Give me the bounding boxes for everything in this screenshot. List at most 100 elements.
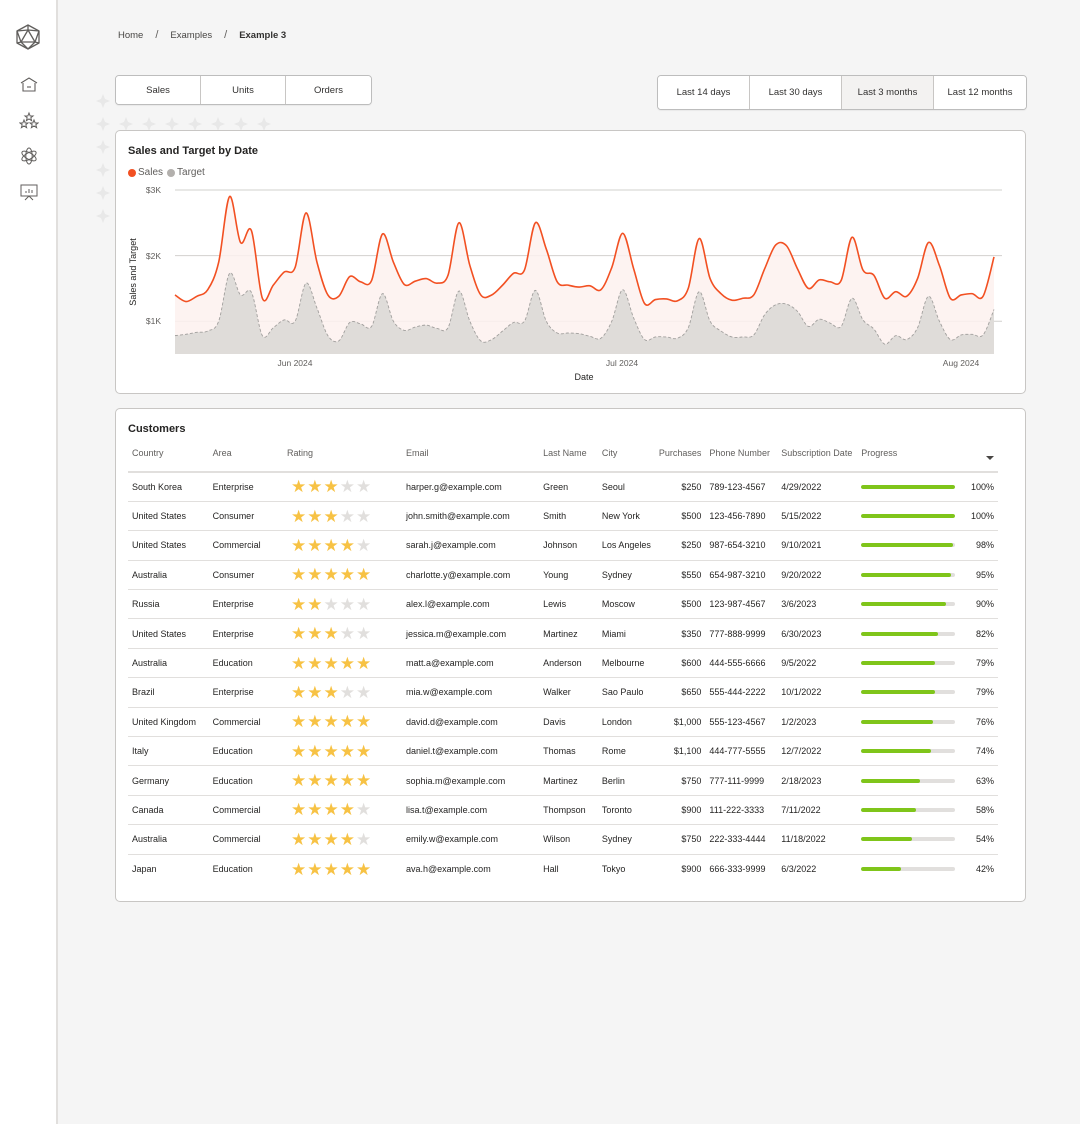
cell-purchases: $750	[654, 824, 706, 855]
legend-item-sales[interactable]: Sales	[128, 167, 163, 178]
column-header-sort[interactable]	[959, 445, 998, 473]
star-empty-icon: ★	[356, 682, 372, 702]
column-header-rating[interactable]: Rating	[283, 445, 403, 473]
cell-rating: ★ ★ ★ ★ ★	[283, 677, 403, 708]
table-row[interactable]: Italy Education ★ ★ ★ ★ ★ daniel.t@example.c…	[128, 736, 998, 767]
icosahedron-logo-icon[interactable]	[16, 24, 40, 50]
progress-fill	[861, 690, 936, 695]
table-row[interactable]: South Korea Enterprise ★ ★ ★ ★ ★ harper.g@ex…	[128, 472, 998, 502]
column-header-last-name[interactable]: Last Name	[539, 445, 598, 473]
star-filled-icon: ★	[356, 741, 372, 761]
column-header-subscription-date[interactable]: Subscription Date	[777, 445, 858, 473]
cell-rating: ★ ★ ★ ★ ★	[283, 736, 403, 767]
column-header-area[interactable]: Area	[208, 445, 283, 473]
column-header-purchases[interactable]: Purchases	[654, 445, 706, 473]
column-header-email[interactable]: Email	[402, 445, 540, 473]
cell-last-name: Lewis	[539, 589, 598, 620]
cell-area: Education	[208, 648, 283, 679]
star-rating: ★ ★ ★ ★ ★	[287, 655, 371, 672]
cell-progress-bar	[857, 795, 960, 826]
cell-country: Germany	[128, 765, 209, 796]
cell-city: Melbourne	[597, 648, 655, 679]
cell-city: London	[597, 707, 655, 738]
star-filled-icon: ★	[307, 800, 323, 820]
tab-orders[interactable]: Orders	[286, 76, 371, 104]
table-row[interactable]: Brazil Enterprise ★ ★ ★ ★ ★ mia.w@example.co…	[128, 677, 998, 708]
star-rating: ★ ★ ★ ★ ★	[287, 743, 371, 760]
chart-title: Sales and Target by Date	[128, 145, 259, 157]
column-header-city[interactable]: City	[597, 445, 655, 473]
star-filled-icon: ★	[291, 859, 307, 879]
cell-phone: 444-777-5555	[705, 736, 778, 767]
breadcrumb-home[interactable]: Home	[118, 29, 144, 41]
column-header-phone[interactable]: Phone Number	[705, 445, 778, 473]
tab-units[interactable]: Units	[201, 76, 286, 104]
table-row[interactable]: United States Enterprise ★ ★ ★ ★ ★ jessica.m…	[128, 618, 998, 649]
cell-country: Russia	[128, 589, 209, 620]
star-empty-icon: ★	[356, 829, 372, 849]
cell-phone: 987-654-3210	[705, 530, 778, 561]
star-rating: ★ ★ ★ ★ ★	[287, 508, 371, 525]
cell-progress-percent: 54%	[959, 824, 998, 855]
progress-fill	[861, 837, 912, 842]
cell-city: Toronto	[597, 795, 655, 826]
range-last-12-months[interactable]: Last 12 months	[934, 76, 1026, 109]
range-last-30-days[interactable]: Last 30 days	[750, 76, 842, 109]
progress-fill	[861, 749, 931, 754]
atom-icon	[21, 147, 37, 165]
sidebar-item-home[interactable]	[19, 75, 39, 95]
table-row[interactable]: Australia Commercial ★ ★ ★ ★ ★ emily.w@examp…	[128, 824, 998, 855]
table-row[interactable]: United Kingdom Commercial ★ ★ ★ ★ ★ david.d@…	[128, 707, 998, 738]
table-row[interactable]: Germany Education ★ ★ ★ ★ ★ sophia.m@example…	[128, 765, 998, 796]
table-row[interactable]: United States Commercial ★ ★ ★ ★ ★ sarah.j@e…	[128, 530, 998, 561]
cell-purchases: $500	[654, 501, 706, 532]
table-row[interactable]: Canada Commercial ★ ★ ★ ★ ★ lisa.t@example.c…	[128, 795, 998, 826]
cell-last-name: Johnson	[539, 530, 598, 561]
sidebar-item-favorites[interactable]	[18, 111, 40, 131]
cell-progress-percent: 74%	[959, 736, 998, 767]
cell-city: Berlin	[597, 765, 655, 796]
star-filled-icon: ★	[291, 535, 307, 555]
line-chart[interactable]: $3K $2K $1K Jun 2024 Jul 2024 Aug 2024 D…	[116, 131, 1027, 395]
table-row[interactable]: United States Consumer ★ ★ ★ ★ ★ john.smith@…	[128, 501, 998, 532]
cell-last-name: Thompson	[539, 795, 598, 826]
cell-phone: 654-987-3210	[705, 560, 778, 591]
star-filled-icon: ★	[291, 682, 307, 702]
star-filled-icon: ★	[307, 771, 323, 791]
cell-progress-percent: 100%	[959, 501, 998, 532]
table-row[interactable]: Australia Consumer ★ ★ ★ ★ ★ charlotte.y@exa…	[128, 560, 998, 591]
range-last-14-days[interactable]: Last 14 days	[658, 76, 750, 109]
sidebar-item-apps[interactable]	[19, 146, 39, 166]
cell-subscription-date: 4/29/2022	[777, 472, 858, 502]
table-row[interactable]: Japan Education ★ ★ ★ ★ ★ ava.h@example.com …	[128, 854, 998, 883]
cell-subscription-date: 1/2/2023	[777, 707, 858, 738]
legend-item-target[interactable]: Target	[167, 167, 205, 178]
tab-sales[interactable]: Sales	[116, 76, 201, 104]
sort-descending-icon[interactable]	[986, 456, 994, 460]
progress-fill	[861, 778, 921, 783]
cell-progress-bar	[857, 707, 960, 738]
cell-email: mia.w@example.com	[402, 677, 540, 708]
star-filled-icon: ★	[339, 712, 355, 732]
table-row[interactable]: Australia Education ★ ★ ★ ★ ★ matt.a@example…	[128, 648, 998, 679]
cell-last-name: Davis	[539, 707, 598, 738]
cell-progress-percent: 76%	[959, 707, 998, 738]
cell-area: Commercial	[208, 707, 283, 738]
cell-progress-bar	[857, 560, 960, 591]
breadcrumb-examples[interactable]: Examples	[170, 29, 213, 41]
column-header-progress[interactable]: Progress	[857, 445, 960, 473]
progress-track	[861, 867, 956, 872]
cell-email: charlotte.y@example.com	[402, 560, 540, 591]
sidebar-item-reports[interactable]	[19, 182, 39, 202]
cell-country: Canada	[128, 795, 209, 826]
table-row[interactable]: Russia Enterprise ★ ★ ★ ★ ★ alex.l@example.c…	[128, 589, 998, 620]
column-header-country[interactable]: Country	[128, 445, 209, 473]
cell-purchases: $750	[654, 765, 706, 796]
cell-progress-bar	[857, 765, 960, 796]
star-filled-icon: ★	[323, 624, 339, 644]
star-empty-icon: ★	[323, 594, 339, 614]
cell-country: Brazil	[128, 677, 209, 708]
star-rating: ★ ★ ★ ★ ★	[287, 537, 371, 554]
range-last-3-months[interactable]: Last 3 months	[842, 76, 934, 109]
progress-fill	[861, 631, 939, 636]
